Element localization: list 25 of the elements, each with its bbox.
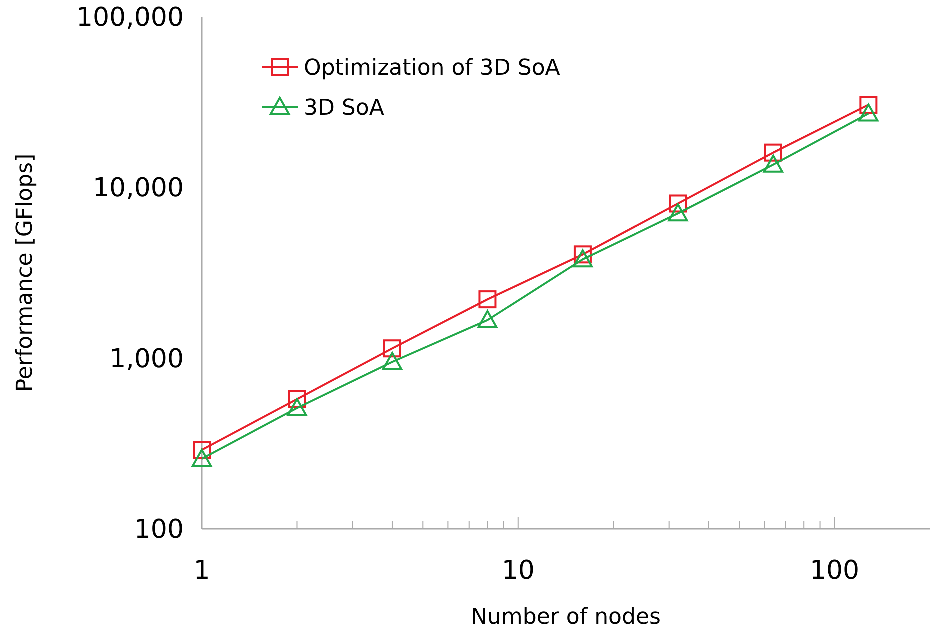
y-axis-title: Performance [GFlops] xyxy=(13,154,38,392)
y-tick-label: 1,000 xyxy=(110,344,184,374)
point xyxy=(288,390,306,408)
point xyxy=(383,340,402,358)
y-tick-label: 10,000 xyxy=(93,174,184,204)
point xyxy=(478,310,498,328)
point xyxy=(858,104,879,122)
point xyxy=(478,290,497,309)
point xyxy=(668,204,688,222)
point xyxy=(860,96,878,114)
point xyxy=(764,144,782,162)
point xyxy=(669,194,688,213)
x-tick-label: 10 xyxy=(502,556,535,586)
y-tick-label: 100,000 xyxy=(76,3,184,33)
legend-label: Optimization of 3D SoA xyxy=(304,56,560,81)
x-tick-label: 100 xyxy=(810,556,860,586)
point xyxy=(382,352,402,370)
y-tick-label: 100 xyxy=(134,515,184,545)
x-tick-label: 1 xyxy=(194,556,210,586)
x-axis-title: Number of nodes xyxy=(471,605,661,630)
point xyxy=(572,250,593,268)
point xyxy=(763,154,784,173)
point xyxy=(192,449,212,468)
legend-label: 3D SoA xyxy=(304,96,384,121)
point xyxy=(287,398,308,416)
